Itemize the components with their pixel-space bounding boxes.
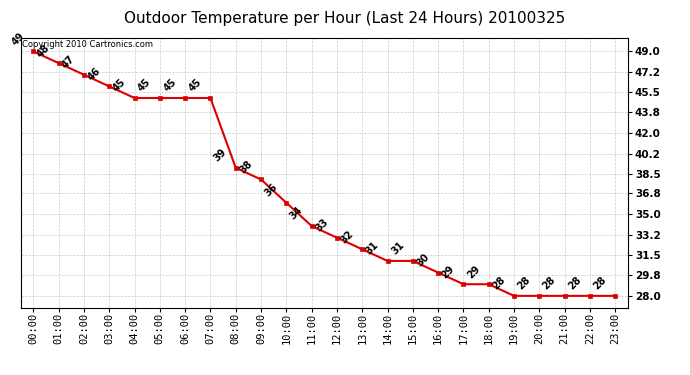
- Text: 45: 45: [161, 77, 178, 94]
- Text: 33: 33: [313, 217, 330, 234]
- Text: 29: 29: [465, 264, 482, 280]
- Text: 34: 34: [288, 205, 305, 222]
- Text: 36: 36: [263, 182, 279, 199]
- Text: 28: 28: [515, 275, 533, 292]
- Text: 45: 45: [137, 77, 153, 94]
- Text: Outdoor Temperature per Hour (Last 24 Hours) 20100325: Outdoor Temperature per Hour (Last 24 Ho…: [124, 11, 566, 26]
- Text: 48: 48: [35, 42, 52, 59]
- Text: 32: 32: [339, 228, 355, 245]
- Text: 46: 46: [86, 66, 102, 82]
- Text: 39: 39: [213, 147, 229, 164]
- Text: 31: 31: [364, 240, 381, 257]
- Text: 28: 28: [491, 275, 507, 292]
- Text: 45: 45: [187, 77, 204, 94]
- Text: 31: 31: [389, 240, 406, 257]
- Text: 45: 45: [111, 77, 128, 94]
- Text: 38: 38: [237, 159, 254, 176]
- Text: 49: 49: [10, 31, 26, 47]
- Text: 47: 47: [61, 54, 77, 70]
- Text: 29: 29: [440, 264, 457, 280]
- Text: 28: 28: [591, 275, 609, 292]
- Text: Copyright 2010 Cartronics.com: Copyright 2010 Cartronics.com: [22, 40, 153, 49]
- Text: 30: 30: [415, 252, 431, 268]
- Text: 28: 28: [566, 275, 583, 292]
- Text: 28: 28: [541, 275, 558, 292]
